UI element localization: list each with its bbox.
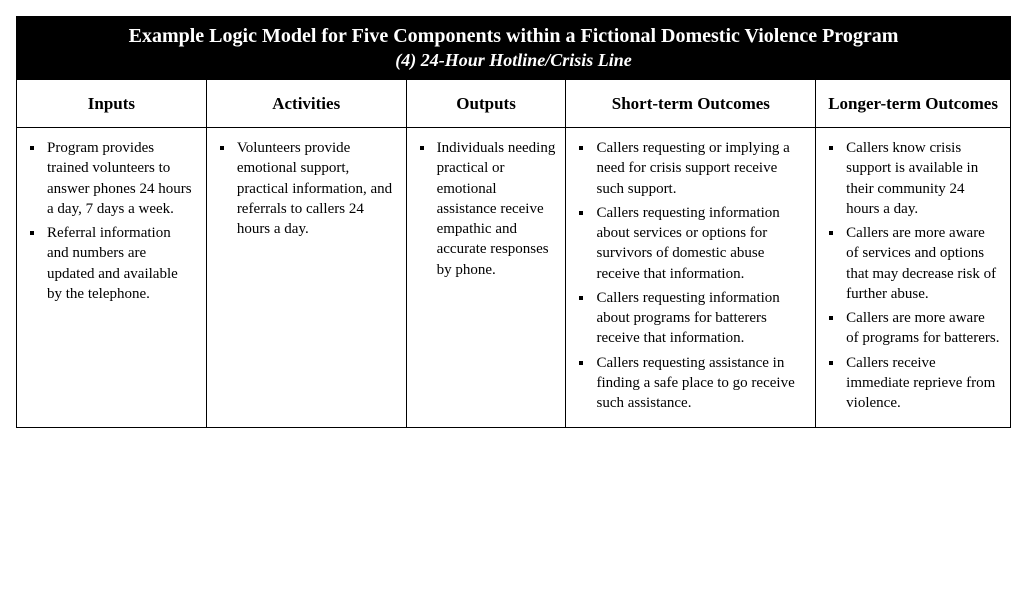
table-subtitle: (4) 24-Hour Hotline/Crisis Line	[17, 48, 1011, 80]
logic-model-table: Example Logic Model for Five Components …	[16, 16, 1011, 428]
list-item: Callers receive immediate reprieve from …	[844, 353, 1000, 414]
cell-inputs: Program provides trained volunteers to a…	[17, 128, 207, 428]
list-item: Callers requesting assistance in finding…	[594, 353, 805, 414]
title-row: Example Logic Model for Five Components …	[17, 17, 1011, 49]
subtitle-row: (4) 24-Hour Hotline/Crisis Line	[17, 48, 1011, 80]
col-header-long: Longer-term Outcomes	[816, 80, 1011, 128]
cell-short-outcomes: Callers requesting or implying a need fo…	[566, 128, 816, 428]
list-item: Callers requesting information about ser…	[594, 203, 805, 284]
table-title: Example Logic Model for Five Components …	[17, 17, 1011, 49]
column-header-row: Inputs Activities Outputs Short-term Out…	[17, 80, 1011, 128]
short-outcomes-list: Callers requesting or implying a need fo…	[572, 138, 805, 413]
cell-activities: Volunteers provide emotional support, pr…	[206, 128, 406, 428]
list-item: Individuals needing practical or emotion…	[435, 138, 556, 280]
list-item: Callers requesting or implying a need fo…	[594, 138, 805, 199]
activities-list: Volunteers provide emotional support, pr…	[213, 138, 396, 239]
long-outcomes-list: Callers know crisis support is available…	[822, 138, 1000, 413]
list-item: Callers know crisis support is available…	[844, 138, 1000, 219]
col-header-short: Short-term Outcomes	[566, 80, 816, 128]
list-item: Program provides trained volunteers to a…	[45, 138, 196, 219]
col-header-inputs: Inputs	[17, 80, 207, 128]
inputs-list: Program provides trained volunteers to a…	[23, 138, 196, 304]
list-item: Volunteers provide emotional support, pr…	[235, 138, 396, 239]
list-item: Callers are more aware of programs for b…	[844, 308, 1000, 349]
cell-outputs: Individuals needing practical or emotion…	[406, 128, 566, 428]
body-row: Program provides trained volunteers to a…	[17, 128, 1011, 428]
list-item: Referral information and numbers are upd…	[45, 223, 196, 304]
list-item: Callers are more aware of services and o…	[844, 223, 1000, 304]
outputs-list: Individuals needing practical or emotion…	[413, 138, 556, 280]
col-header-activities: Activities	[206, 80, 406, 128]
col-header-outputs: Outputs	[406, 80, 566, 128]
cell-long-outcomes: Callers know crisis support is available…	[816, 128, 1011, 428]
list-item: Callers requesting information about pro…	[594, 288, 805, 349]
